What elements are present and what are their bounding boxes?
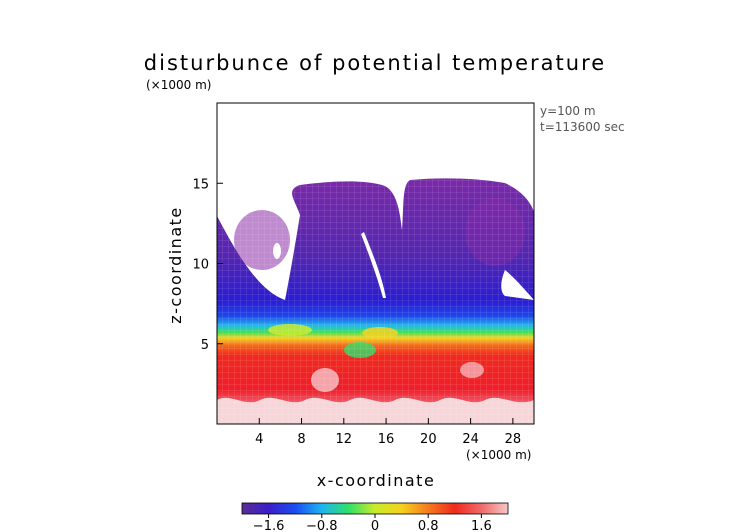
annotation-t: t=113600 sec [540,120,625,134]
colorbar-ticks: −1.6 −0.8 0 0.8 1.6 [253,514,492,532]
colorbar [241,502,509,515]
x-axis-label: x-coordinate [317,471,436,490]
grid-overlay [217,103,534,424]
y-ticks: 5 10 15 [192,177,223,353]
y-tick-label: 15 [192,177,209,192]
x-tick-label: 8 [297,432,305,447]
x-ticks: 4 8 12 16 20 24 28 [255,418,521,447]
colorbar-tick-label: 0.8 [418,519,439,532]
colorbar-tick-label: −0.8 [306,519,338,532]
x-unit-label: (×1000 m) [466,448,531,462]
x-tick-label: 24 [462,432,479,447]
contour-field [217,103,534,424]
chart-title: disturbunce of potential temperature [144,51,606,75]
annotation-y: y=100 m [540,104,596,118]
x-tick-label: 12 [336,432,353,447]
colorbar-tick-label: −1.6 [253,519,285,532]
y-unit-label: (×1000 m) [146,78,211,92]
x-tick-label: 4 [255,432,263,447]
x-tick-label: 20 [420,432,437,447]
y-axis-label: z-coordinate [166,206,185,324]
x-tick-label: 28 [505,432,522,447]
colorbar-tick-label: 0 [371,519,379,532]
x-tick-label: 16 [378,432,395,447]
colorbar-tick-label: 1.6 [471,519,492,532]
y-tick-label: 10 [192,258,209,273]
y-tick-label: 5 [201,338,209,353]
